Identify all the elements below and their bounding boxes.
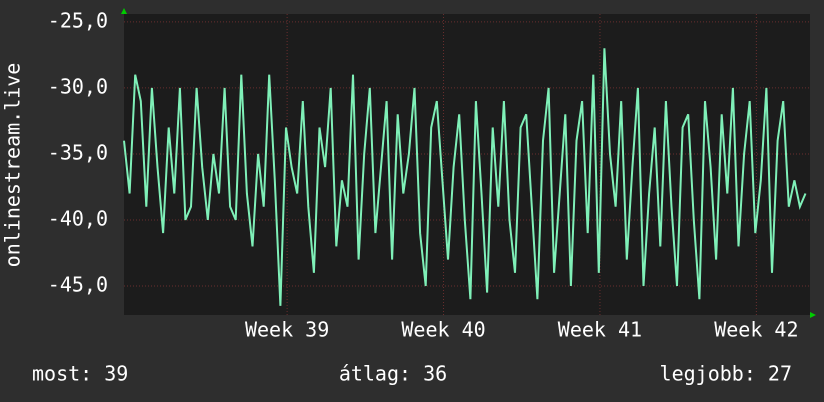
axis-arrow <box>810 312 816 318</box>
x-tick-label: Week 40 <box>401 318 485 342</box>
footer-best: legjobb: 27 <box>660 362 792 386</box>
footer-current: most: 39 <box>32 362 128 386</box>
data-line <box>123 48 807 306</box>
y-tick-label: -25,0 <box>48 8 108 32</box>
plot-area <box>124 14 810 315</box>
x-tick-label: Week 42 <box>714 318 798 342</box>
y-tick-label: -45,0 <box>48 272 108 296</box>
x-tick-label: Week 39 <box>245 318 329 342</box>
y-tick-label: -30,0 <box>48 74 108 98</box>
x-tick-label: Week 41 <box>558 318 642 342</box>
y-tick-label: -35,0 <box>48 140 108 164</box>
y-tick-label: -40,0 <box>48 206 108 230</box>
y-axis-label: onlinestream.live <box>1 63 25 268</box>
axis-arrow <box>121 8 127 14</box>
footer-average: átlag: 36 <box>339 362 447 386</box>
